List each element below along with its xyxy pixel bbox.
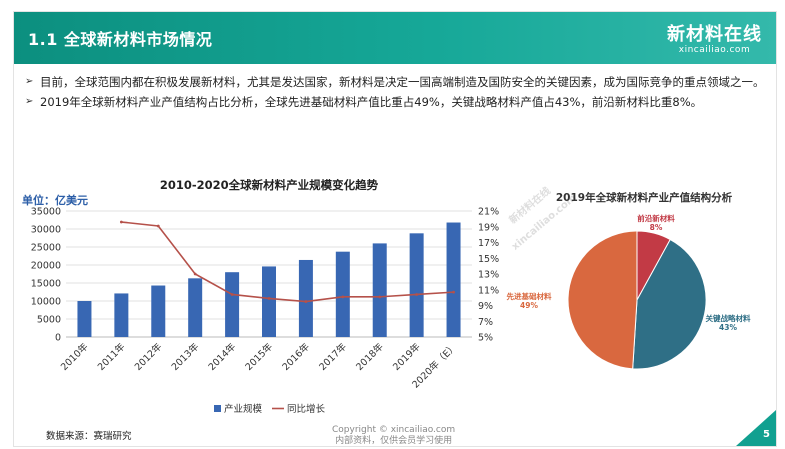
- bar-1: [114, 293, 129, 337]
- x-tick-label: 2012年: [132, 340, 165, 373]
- y-tick-label: 0: [55, 333, 61, 344]
- slide: 1.1 全球新材料市场情况 新材料在线 xincailiao.com ➢ 目前，…: [13, 11, 777, 447]
- y-axis-unit-label: 单位：亿美元: [22, 193, 88, 207]
- pie-slice-label: 关键战略材料: [706, 313, 751, 323]
- slide-header: 1.1 全球新材料市场情况 新材料在线 xincailiao.com: [14, 12, 776, 64]
- logo-sub-text: xincailiao.com: [678, 45, 751, 55]
- legend-bar-swatch: [214, 405, 221, 412]
- bar-7: [335, 251, 350, 337]
- pie-slice-2: [567, 230, 638, 370]
- page-number-badge: 5: [736, 410, 776, 446]
- pie-slice-value: 49%: [520, 301, 538, 310]
- bullet-item: ➢ 目前，全球范围内都在积极发展新材料，尤其是发达国家，新材料是决定一国高端制造…: [20, 72, 772, 92]
- pie-slice-label: 先进基础材料: [507, 291, 552, 301]
- slide-title: 1.1 全球新材料市场情况: [28, 30, 213, 49]
- growth-point-7: [341, 295, 345, 299]
- pie-slice-1: [632, 238, 707, 370]
- bullet-item: ➢ 2019年全球新材料产业产值结构占比分析，全球先进基础材料产值比重占49%，…: [20, 92, 772, 112]
- y-tick-label: 20000: [31, 261, 61, 272]
- y2-tick-label: 5%: [478, 333, 493, 344]
- copyright-notice: Copyright © xincailiao.com 内部资料，仅供会员学习使用: [332, 425, 456, 446]
- x-tick-label: 2015年: [243, 340, 276, 373]
- y2-tick-label: 11%: [478, 285, 499, 296]
- brand-logo: 新材料在线 xincailiao.com: [667, 20, 762, 55]
- page-corner-triangle: [736, 410, 776, 446]
- growth-point-10: [452, 290, 455, 294]
- y2-tick-label: 19%: [478, 222, 499, 233]
- growth-line: [121, 221, 454, 303]
- logo-main-text: 新材料在线: [667, 24, 762, 45]
- bar-6: [298, 259, 313, 337]
- x-tick-label: 2016年: [280, 340, 313, 373]
- growth-point-8: [378, 295, 382, 299]
- pie-slice-value: 8%: [650, 223, 663, 232]
- growth-point-2: [156, 224, 160, 228]
- arrow-bullet-icon: ➢: [25, 96, 34, 107]
- growth-point-1: [119, 220, 123, 224]
- x-tick-label: 2018年: [354, 340, 387, 373]
- copyright-line: 内部资料，仅供会员学习使用: [335, 436, 453, 446]
- y-tick-label: 10000: [31, 297, 61, 308]
- bar-5: [262, 266, 276, 337]
- growth-point-9: [415, 293, 419, 296]
- bullet-list: ➢ 目前，全球范围内都在积极发展新材料，尤其是发达国家，新材料是决定一国高端制造…: [20, 72, 772, 112]
- growth-point-3: [193, 272, 197, 276]
- x-tick-label: 2019年: [390, 340, 423, 373]
- pie-slice-value: 43%: [719, 323, 737, 332]
- legend-line-label: 同比增长: [287, 403, 326, 415]
- x-tick-label: 2010年: [58, 340, 91, 373]
- y-tick-label: 35000: [31, 207, 61, 218]
- y-tick-label: 30000: [31, 225, 61, 236]
- x-tick-label: 2014年: [206, 340, 239, 373]
- copyright-line: Copyright © xincailiao.com: [332, 425, 456, 435]
- bullet-text: 目前，全球范围内都在积极发展新材料，尤其是发达国家，新材料是决定一国高端制造及国…: [40, 75, 765, 89]
- pie-slice-label: 前沿新材料: [637, 213, 675, 223]
- legend-bar-label: 产业规模: [224, 403, 263, 415]
- y2-tick-label: 21%: [478, 207, 499, 218]
- growth-point-5: [267, 297, 271, 300]
- x-tick-label: 2013年: [169, 340, 202, 373]
- bar-4: [225, 272, 240, 337]
- y-tick-label: 25000: [31, 243, 61, 254]
- arrow-bullet-icon: ➢: [25, 76, 34, 87]
- y2-tick-label: 17%: [478, 238, 499, 249]
- bullet-text: 2019年全球新材料产业产值结构占比分析，全球先进基础材料产值比重占49%，关键…: [40, 95, 703, 109]
- bar-10: [446, 222, 461, 337]
- data-source: 数据来源：赛瑞研究: [46, 431, 132, 442]
- x-tick-label: 2011年: [95, 340, 128, 373]
- growth-point-6: [304, 300, 308, 303]
- bar-chart-title: 2010-2020全球新材料产业规模变化趋势: [160, 178, 379, 192]
- bar-2: [151, 285, 166, 337]
- y2-tick-label: 13%: [478, 270, 499, 281]
- y-tick-label: 5000: [37, 315, 61, 326]
- y-tick-label: 15000: [31, 279, 61, 290]
- y2-tick-label: 9%: [478, 301, 493, 312]
- page-number: 5: [763, 429, 770, 440]
- bar-9: [409, 233, 424, 337]
- bar-3: [188, 278, 203, 337]
- pie-chart-title: 2019年全球新材料产业产值结构分析: [556, 191, 733, 204]
- y2-tick-label: 15%: [478, 254, 499, 265]
- growth-point-4: [230, 293, 234, 296]
- y2-tick-label: 7%: [478, 317, 493, 328]
- bar-8: [372, 243, 387, 337]
- x-tick-label: 2017年: [317, 340, 350, 373]
- bar-0: [77, 301, 92, 337]
